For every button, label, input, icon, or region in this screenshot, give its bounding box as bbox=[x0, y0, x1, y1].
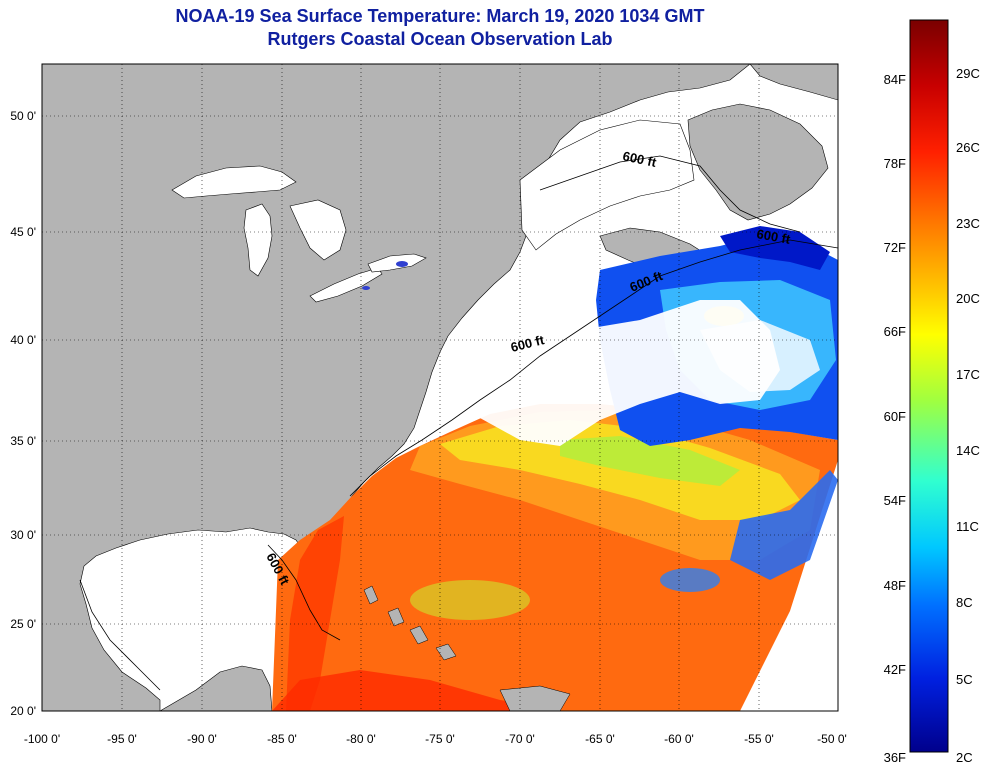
page-subtitle: Rutgers Coastal Ocean Observation Lab bbox=[267, 29, 613, 49]
colorbar-c-label: 14C bbox=[956, 443, 980, 458]
colorbar-f-label: 36F bbox=[884, 750, 906, 765]
colorbar-f-label: 66F bbox=[884, 324, 906, 339]
colorbar-c-label: 2C bbox=[956, 750, 973, 765]
lon-label: -95 0' bbox=[107, 732, 137, 746]
colorbar-c-label: 26C bbox=[956, 140, 980, 155]
lat-label: 25 0' bbox=[10, 617, 36, 631]
lake-erie bbox=[309, 267, 383, 303]
lake-michigan bbox=[243, 203, 273, 277]
lon-label: -80 0' bbox=[346, 732, 376, 746]
page-title: NOAA-19 Sea Surface Temperature: March 1… bbox=[175, 6, 705, 26]
colorbar-f-label: 48F bbox=[884, 578, 906, 593]
bahamas-islands bbox=[363, 585, 457, 661]
lon-label: -75 0' bbox=[425, 732, 455, 746]
lat-label: 40 0' bbox=[10, 333, 36, 347]
lon-label: -50 0' bbox=[817, 732, 847, 746]
sst-blue-patch bbox=[660, 568, 720, 592]
contour-label: 600 ft bbox=[621, 148, 658, 170]
sst-blue-south bbox=[730, 470, 838, 580]
colorbar bbox=[909, 19, 949, 753]
colorbar-c-label: 29C bbox=[956, 66, 980, 81]
land-newfoundland bbox=[687, 103, 829, 221]
lake-erie-sst bbox=[362, 286, 370, 290]
lake-ontario-sst bbox=[396, 261, 408, 267]
lat-label: 35 0' bbox=[10, 434, 36, 448]
sst-band-green bbox=[560, 436, 740, 486]
hispaniola bbox=[499, 685, 571, 711]
colorbar-c-label: 11C bbox=[956, 519, 979, 534]
contour-label: 600 ft bbox=[755, 226, 792, 247]
lon-label: -55 0' bbox=[744, 732, 774, 746]
colorbar-f-label: 72F bbox=[884, 240, 906, 255]
colorbar-f-label: 54F bbox=[884, 493, 906, 508]
lon-label: -85 0' bbox=[267, 732, 297, 746]
sst-red-south bbox=[272, 670, 560, 711]
graticule bbox=[42, 64, 838, 711]
colorbar-c-label: 5C bbox=[956, 672, 973, 687]
colorbar-c-label: 17C bbox=[956, 367, 980, 382]
lon-label: -100 0' bbox=[24, 732, 60, 746]
lat-label: 50 0' bbox=[10, 109, 36, 123]
colorbar-c-label: 8C bbox=[956, 595, 973, 610]
lat-label: 20 0' bbox=[10, 704, 36, 718]
lat-label: 30 0' bbox=[10, 528, 36, 542]
colorbar-c-label: 20C bbox=[956, 291, 980, 306]
colorbar-f-label: 42F bbox=[884, 662, 906, 677]
colorbar-f-label: 60F bbox=[884, 409, 906, 424]
land-yucatan bbox=[159, 665, 273, 711]
colorbar-f-label: 78F bbox=[884, 156, 906, 171]
lat-label: 45 0' bbox=[10, 225, 36, 239]
cloud-cover-east bbox=[700, 320, 820, 392]
sst-deep-blue bbox=[720, 226, 830, 270]
lake-superior bbox=[171, 165, 297, 199]
contour-600ft bbox=[79, 155, 838, 691]
sst-patch-green bbox=[410, 580, 530, 620]
land-north-shore bbox=[749, 64, 838, 101]
lon-label: -90 0' bbox=[187, 732, 217, 746]
gulf-stream bbox=[286, 516, 344, 711]
st-lawrence-gulf bbox=[519, 119, 695, 251]
lon-label: -60 0' bbox=[664, 732, 694, 746]
colorbar-f-label: 84F bbox=[884, 72, 906, 87]
lake-huron bbox=[289, 199, 347, 261]
lon-label: -65 0' bbox=[585, 732, 615, 746]
colorbar-c-label: 23C bbox=[956, 216, 980, 231]
lon-label: -70 0' bbox=[505, 732, 535, 746]
cloud-cover-north bbox=[460, 300, 780, 446]
